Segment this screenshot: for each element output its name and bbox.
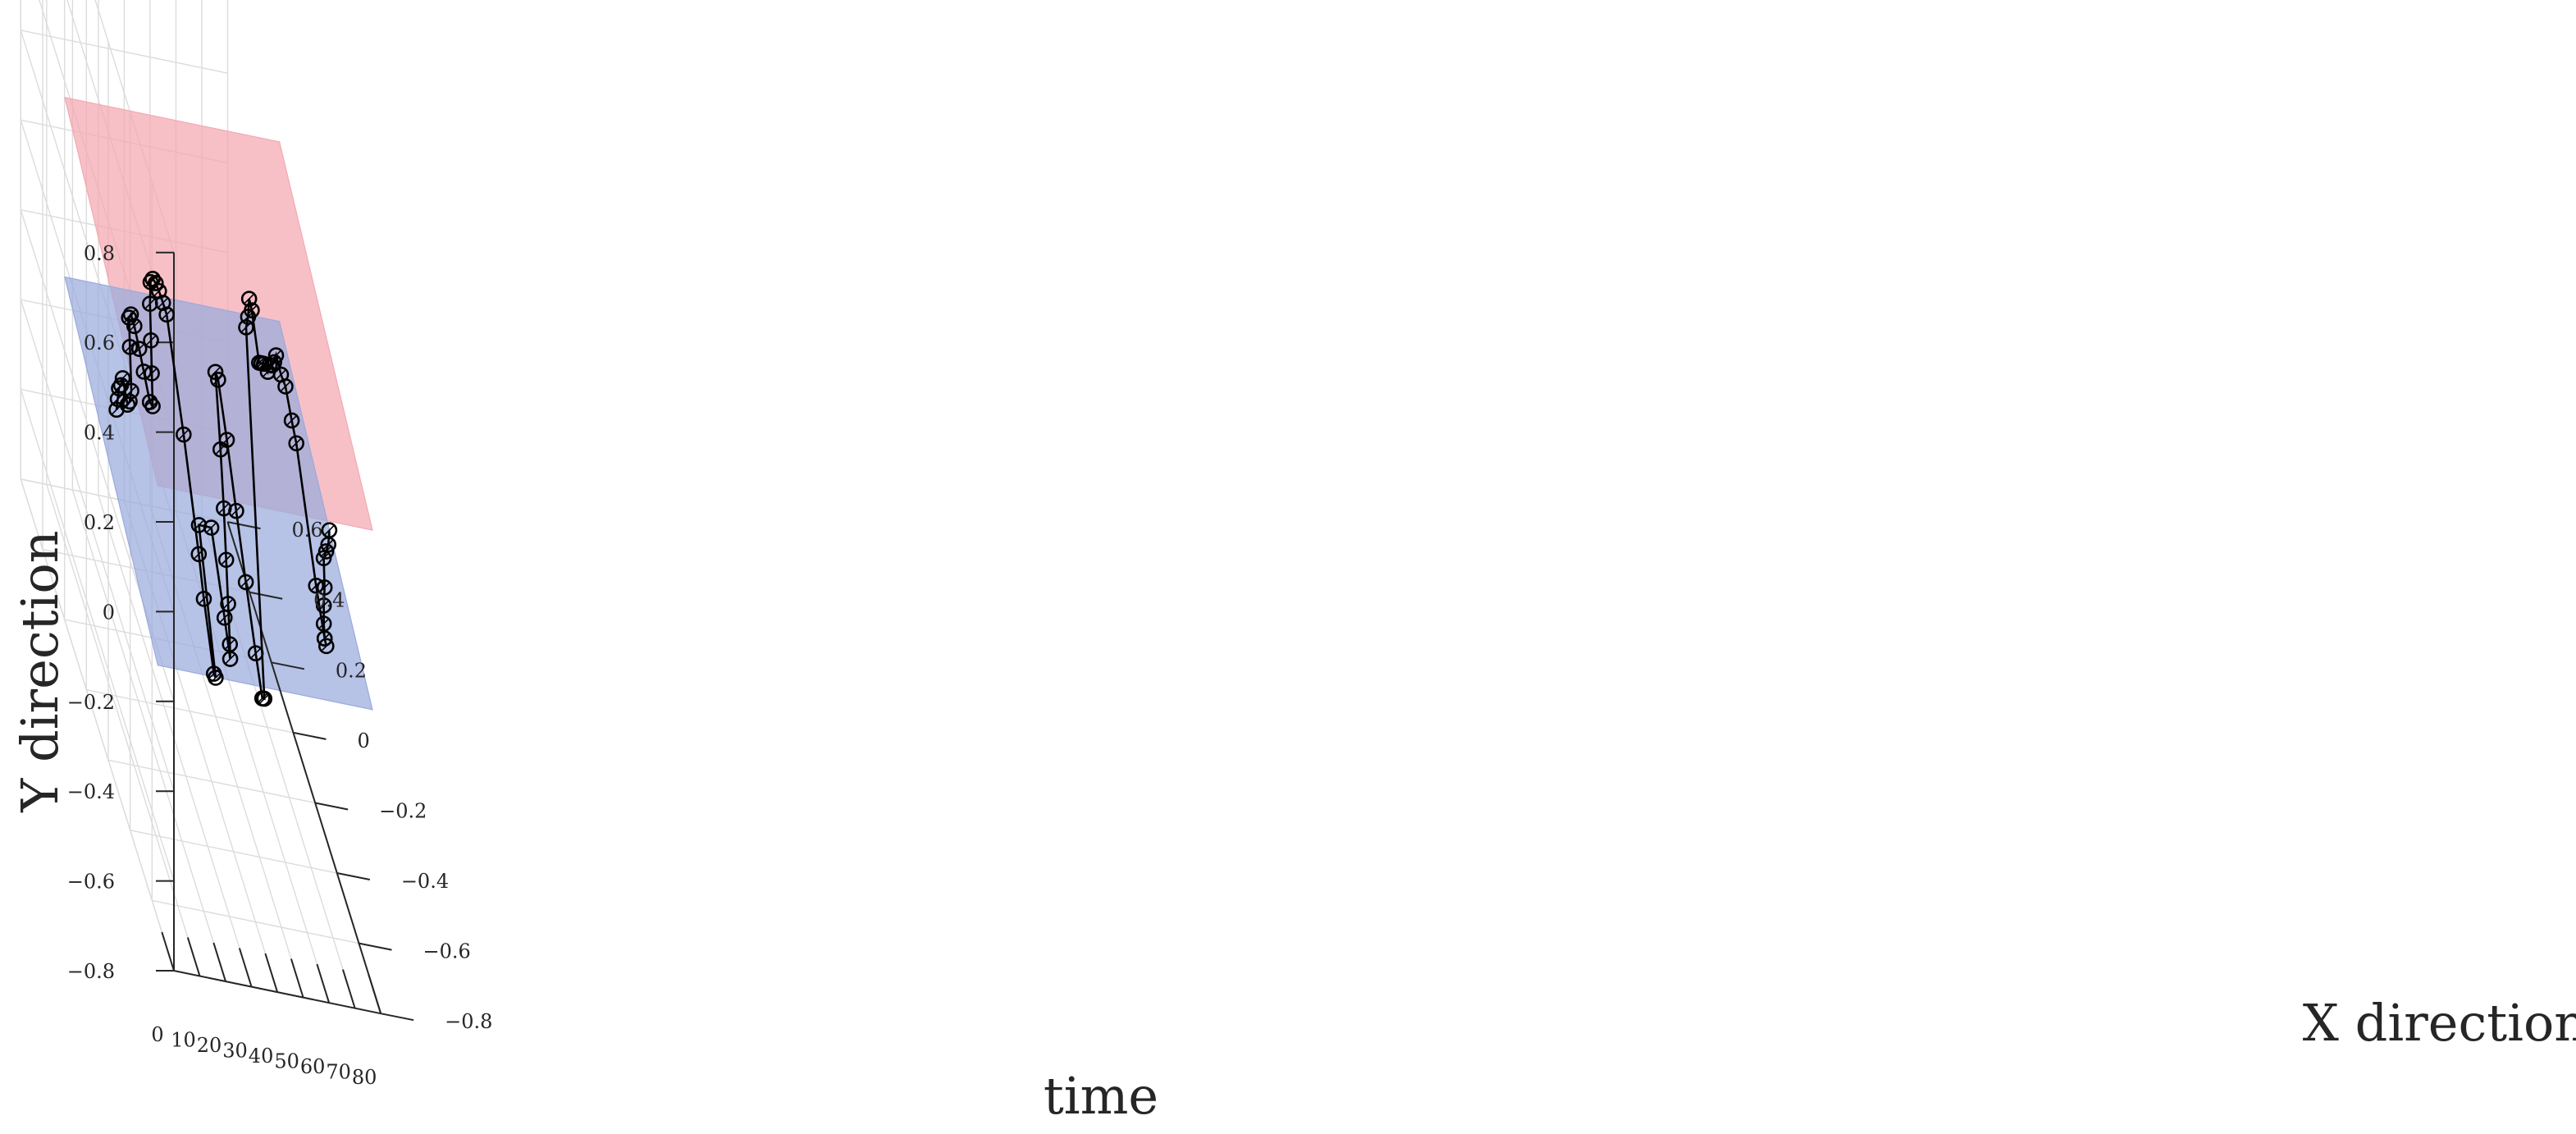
x-tick-label: 50 xyxy=(274,1050,299,1073)
labels-layer: 0 10 20 30 40 50 60 70 80 −0.8 −0.6 −0.4 −0.2 0 0.2 0.4… xyxy=(67,242,493,1089)
x-tick-label: 60 xyxy=(300,1055,326,1078)
trajectory-marker xyxy=(240,290,258,307)
trajectory-marker xyxy=(247,645,264,661)
trajectory-marker xyxy=(321,522,338,538)
x-tick-label: 30 xyxy=(222,1040,248,1063)
trajectory-marker xyxy=(195,591,212,607)
gridline-left-y xyxy=(20,299,175,792)
x-axis-title: time xyxy=(1044,1066,1158,1126)
y-axis-title: Y direction xyxy=(10,530,70,812)
y-tick-label: −0.4 xyxy=(67,780,115,803)
trajectory-marker xyxy=(277,378,294,395)
y-tick-label: −0.8 xyxy=(67,960,115,983)
x-tick-label: 20 xyxy=(197,1034,222,1057)
trajectory-marker xyxy=(267,347,285,364)
gridline-floor-z xyxy=(107,759,316,804)
z-tick xyxy=(359,942,392,951)
trajectory-marker xyxy=(190,546,208,563)
trajectory-marker xyxy=(210,372,226,388)
x-tick xyxy=(238,948,253,987)
trajectory-marker xyxy=(144,365,160,382)
z-tick-label: 0.2 xyxy=(336,659,367,682)
trajectory-marker xyxy=(222,636,239,653)
x-tick xyxy=(161,931,175,972)
x-tick xyxy=(368,974,382,1014)
x-tick-label: 40 xyxy=(249,1045,274,1068)
trajectory-marker xyxy=(176,426,192,443)
z-tick-label: −0.4 xyxy=(401,870,449,893)
gridline-floor-z xyxy=(86,688,294,734)
gridline-floor-t xyxy=(20,478,175,972)
z-tick xyxy=(336,872,371,881)
y-tick-label: 0.4 xyxy=(84,422,115,445)
z-axis-line xyxy=(226,521,382,1014)
y-tick-label: 0.8 xyxy=(84,242,115,265)
x-axis-line xyxy=(173,970,381,1015)
y-tick-label: −0.6 xyxy=(67,871,115,894)
x-tick xyxy=(290,958,304,998)
z-tick xyxy=(380,1013,414,1022)
x-tick xyxy=(264,953,279,993)
z-tick xyxy=(293,731,327,740)
z-tick-label: 0 xyxy=(357,729,369,752)
trajectory-marker xyxy=(158,306,175,323)
series-layer xyxy=(108,271,338,707)
z-tick-label: 0.6 xyxy=(291,519,322,542)
x-tick xyxy=(186,937,201,976)
gridline-floor-t xyxy=(71,489,226,982)
z-tick-label: 0.4 xyxy=(313,589,345,612)
gridline-left-y xyxy=(20,389,175,881)
x-tick-label: 10 xyxy=(171,1029,196,1052)
trajectory-marker xyxy=(283,412,300,429)
trajectory-marker xyxy=(122,306,139,322)
gridline-floor-z xyxy=(130,830,337,874)
trajectory-marker xyxy=(114,370,131,386)
trajectory-marker xyxy=(208,670,224,686)
trajectory-marker xyxy=(288,435,305,452)
z-axis-title: X direction xyxy=(2303,993,2576,1053)
y-tick-label: 0.2 xyxy=(84,511,115,534)
gridline-back-y xyxy=(21,30,228,74)
z-tick-label: −0.8 xyxy=(445,1010,492,1033)
z-tick-label: −0.6 xyxy=(422,940,470,963)
z-tick-label: −0.2 xyxy=(379,799,427,822)
plane-lower xyxy=(64,276,373,711)
z-tick xyxy=(314,802,349,811)
trajectory-marker xyxy=(218,432,235,448)
y-tick-label: 0.6 xyxy=(84,332,115,354)
z-tick xyxy=(271,661,305,670)
trajectory-marker xyxy=(123,382,139,400)
trajectory-marker xyxy=(244,302,260,318)
x-tick xyxy=(342,969,356,1008)
trajectory-marker xyxy=(228,502,244,519)
y-tick-label: 0 xyxy=(103,601,115,624)
trajectory-marker xyxy=(126,318,143,335)
trajectory-marker xyxy=(143,332,159,349)
trajectory-marker xyxy=(130,341,148,357)
x-tick-label: 70 xyxy=(326,1061,351,1084)
trajectory-marker xyxy=(144,398,161,414)
x-tick-label: 0 xyxy=(151,1023,163,1046)
x-tick-label: 80 xyxy=(352,1066,377,1089)
trajectory-line xyxy=(115,277,331,701)
trajectory-marker xyxy=(237,574,254,591)
trajectory-marker xyxy=(256,690,273,707)
gridline-floor-z xyxy=(152,899,359,944)
x-tick xyxy=(212,942,226,982)
trajectory-marker xyxy=(217,551,235,569)
y-tick-label: −0.2 xyxy=(67,691,115,714)
trajectory-marker xyxy=(315,615,332,632)
trajectory-marker xyxy=(220,596,236,612)
z-tick xyxy=(249,591,283,600)
trajectory-marker xyxy=(316,579,333,596)
trajectory-marker xyxy=(203,519,220,536)
x-tick xyxy=(316,963,331,1004)
trajectory-marker xyxy=(315,597,332,614)
gridline-floor-t xyxy=(98,495,253,987)
planes-layer xyxy=(64,97,373,711)
